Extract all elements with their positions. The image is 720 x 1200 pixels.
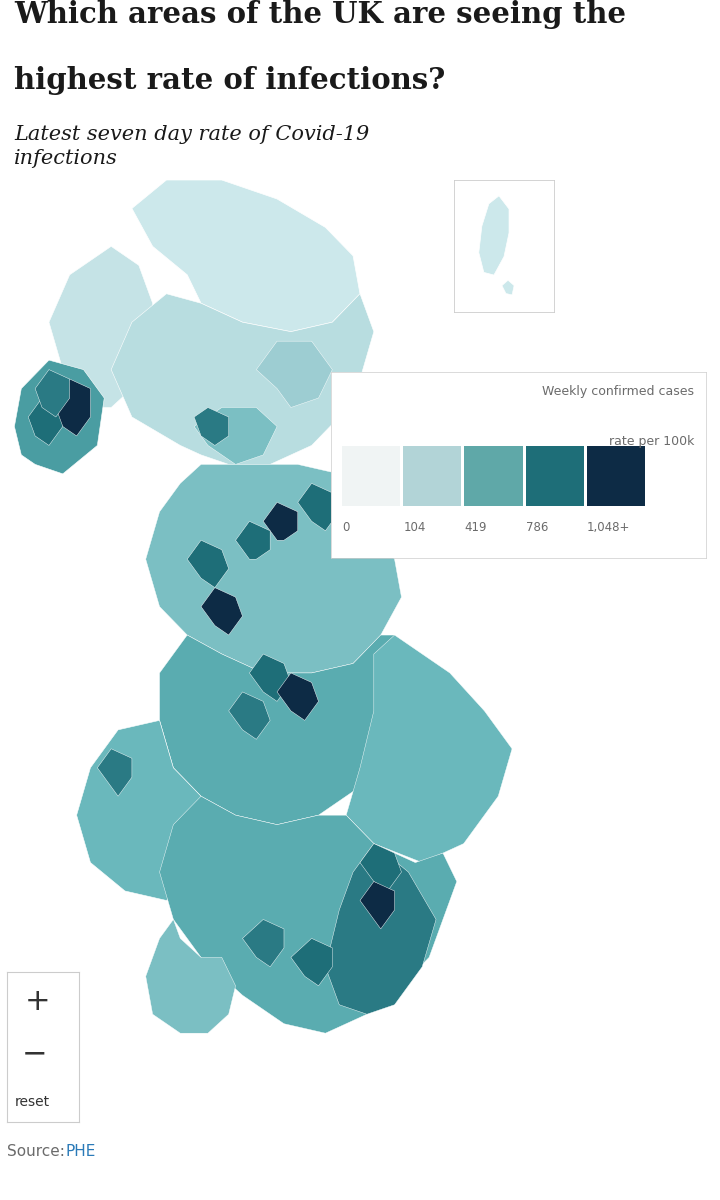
Polygon shape [360,882,395,929]
Polygon shape [325,844,436,1014]
Text: Weekly confirmed cases: Weekly confirmed cases [542,385,694,398]
Text: rate per 100k: rate per 100k [609,436,694,449]
Polygon shape [194,408,277,464]
Polygon shape [187,540,229,588]
Polygon shape [235,521,270,559]
Text: +: + [25,986,51,1016]
Text: PHE: PHE [66,1145,96,1159]
Polygon shape [35,370,70,416]
FancyBboxPatch shape [464,446,523,506]
Polygon shape [277,673,318,720]
Polygon shape [145,919,235,1033]
Polygon shape [243,919,284,967]
FancyBboxPatch shape [343,446,400,506]
Polygon shape [160,797,456,1033]
Polygon shape [132,180,360,331]
Text: reset: reset [14,1094,50,1109]
Text: 419: 419 [464,521,487,534]
Polygon shape [479,196,509,275]
Polygon shape [502,281,514,295]
Polygon shape [360,844,402,890]
Text: 786: 786 [526,521,548,534]
Polygon shape [145,464,402,673]
Polygon shape [249,654,291,701]
Polygon shape [49,246,153,408]
Polygon shape [264,503,298,540]
Polygon shape [56,379,91,436]
Text: Latest seven day rate of Covid-19
infections: Latest seven day rate of Covid-19 infect… [14,125,369,168]
Polygon shape [229,692,270,739]
Polygon shape [201,588,243,635]
Polygon shape [14,360,104,474]
FancyBboxPatch shape [403,446,462,506]
Polygon shape [111,294,374,464]
Polygon shape [256,341,333,408]
Polygon shape [194,408,229,445]
Polygon shape [298,484,339,530]
Polygon shape [97,749,132,797]
Text: 1,048+: 1,048+ [587,521,630,534]
Text: highest rate of infections?: highest rate of infections? [14,66,446,95]
Polygon shape [76,720,208,900]
Text: Source:: Source: [7,1145,70,1159]
Polygon shape [160,635,415,824]
Text: −: − [22,1039,47,1068]
Text: Which areas of the UK are seeing the: Which areas of the UK are seeing the [14,0,626,29]
Text: 104: 104 [403,521,426,534]
FancyBboxPatch shape [587,446,644,506]
Polygon shape [28,398,63,445]
Polygon shape [291,938,333,986]
Text: 0: 0 [343,521,350,534]
Polygon shape [346,635,512,863]
FancyBboxPatch shape [526,446,583,506]
